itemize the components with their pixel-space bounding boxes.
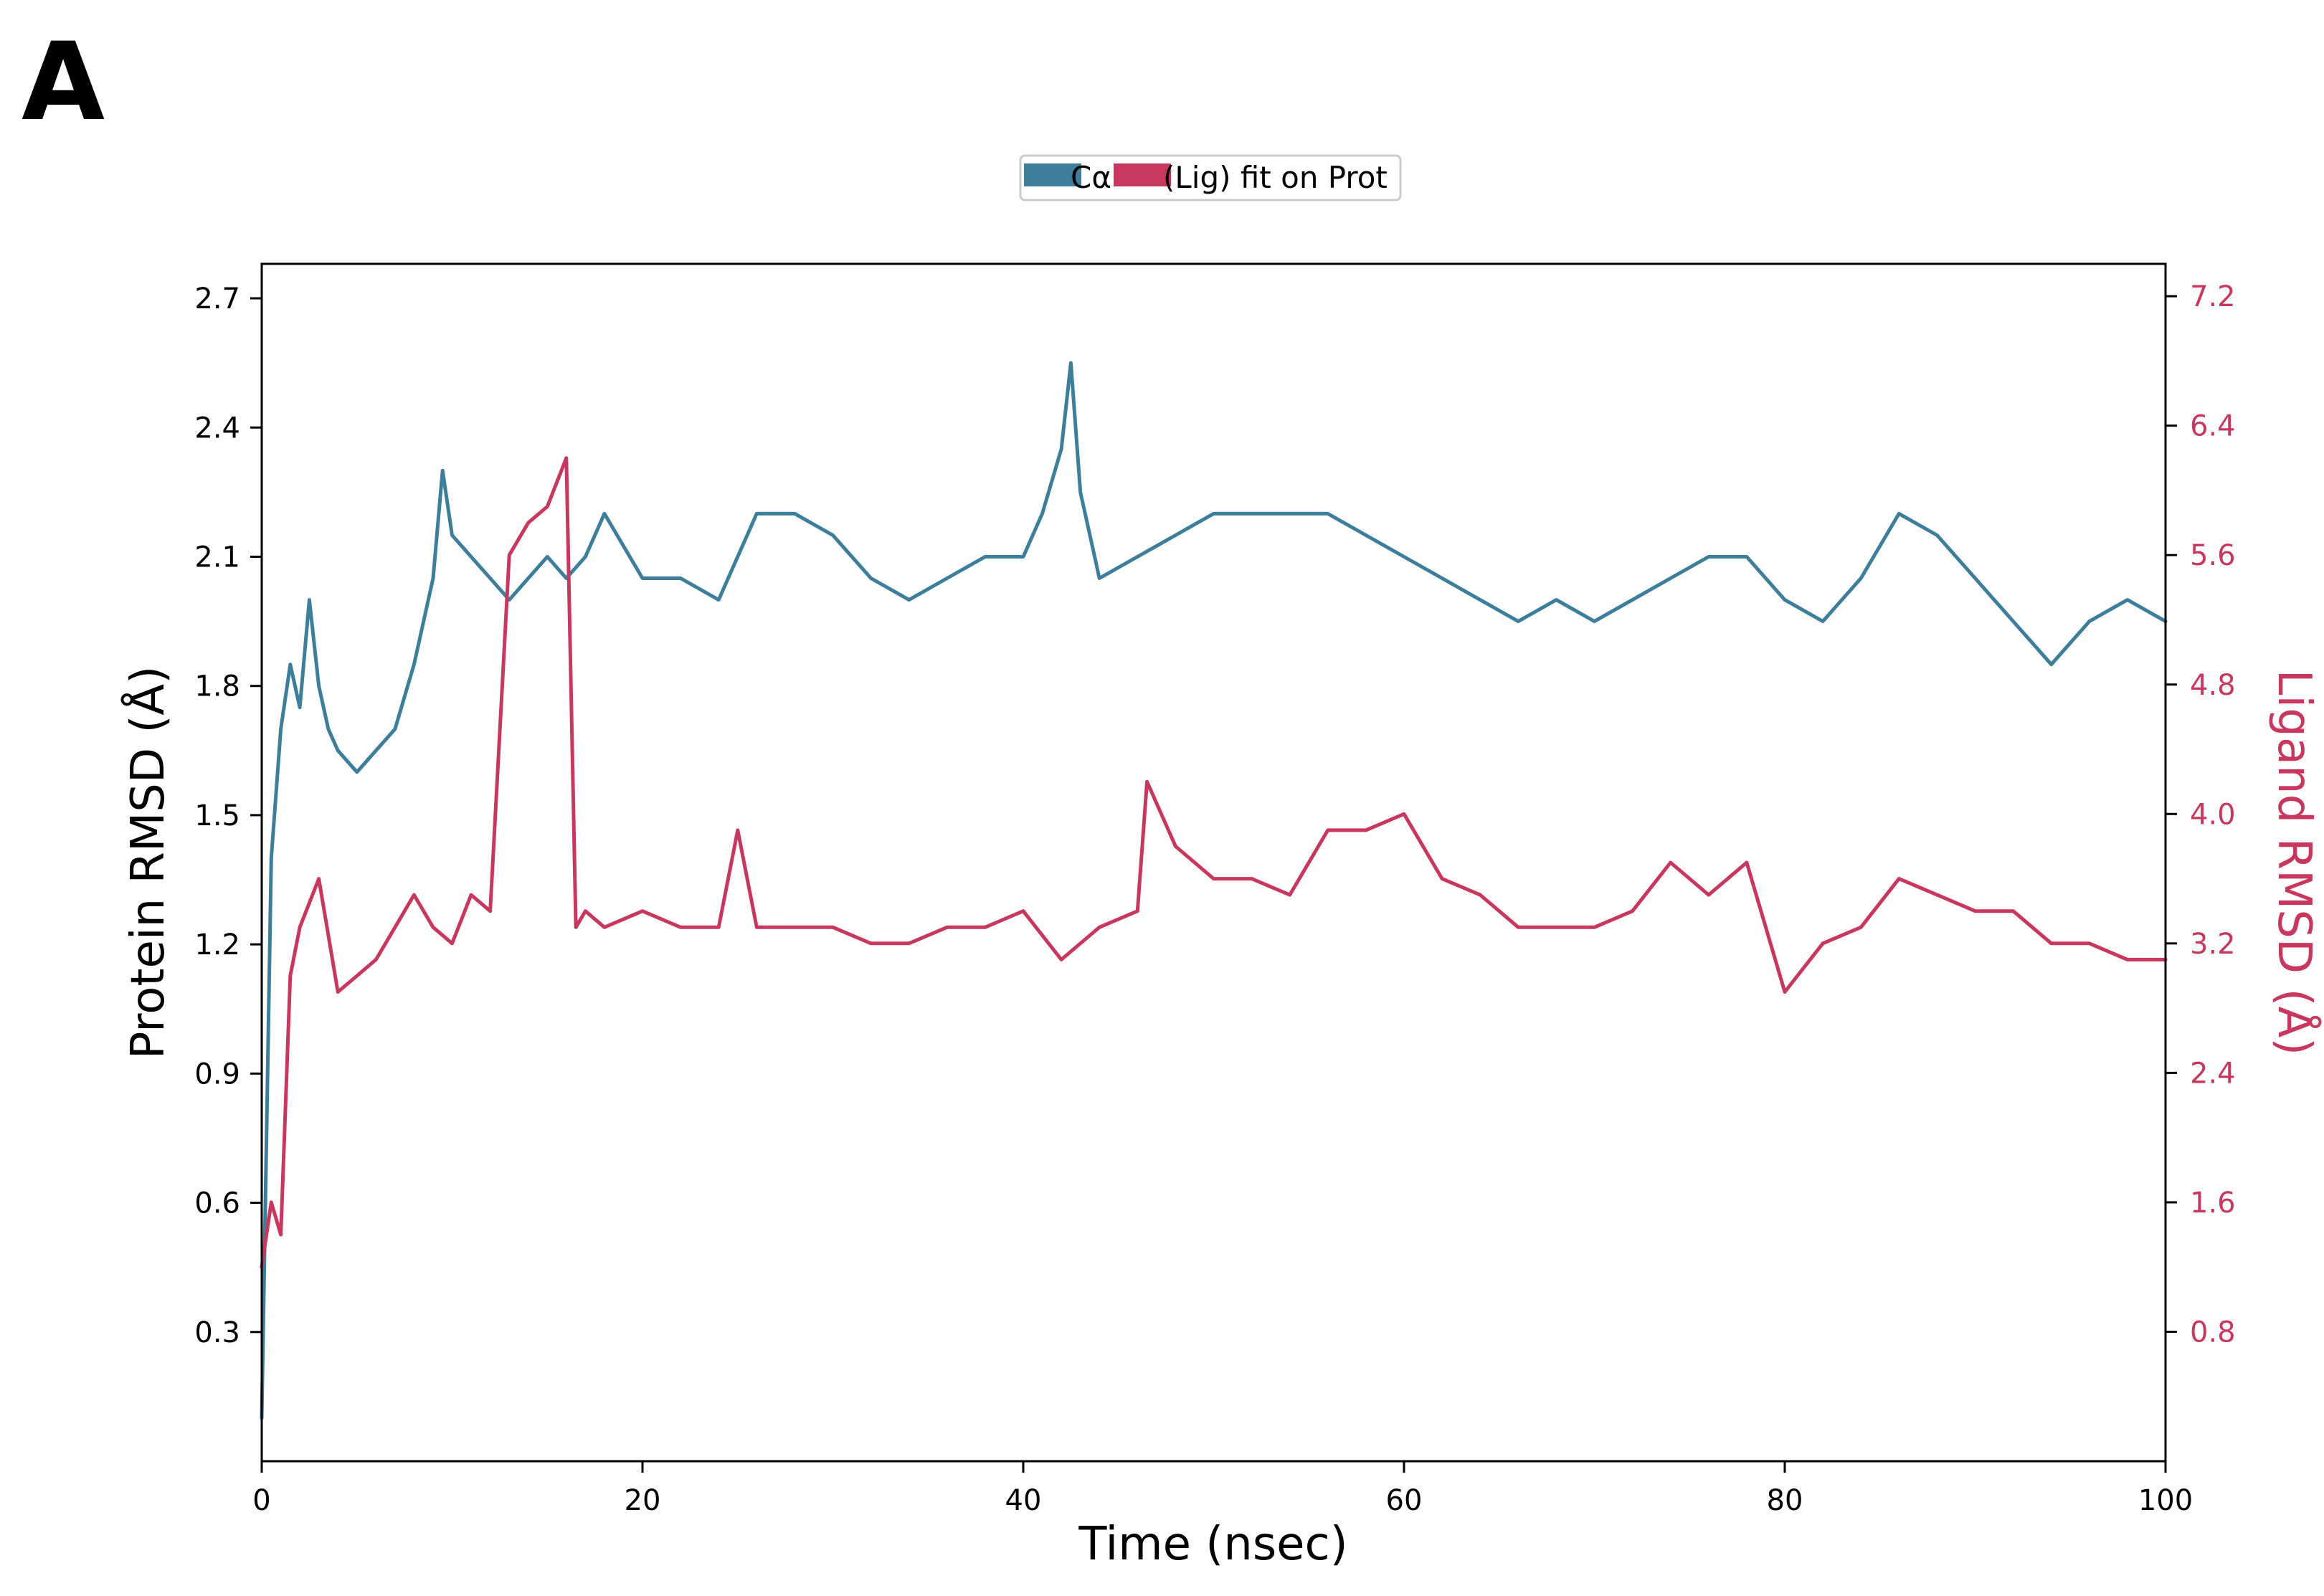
y-left-tick-label-4: 1.5 <box>194 799 240 832</box>
series-layer <box>260 361 2168 1420</box>
x-tick-label-5: 100 <box>2138 1484 2193 1517</box>
y-right-tick-label-5: 4.8 <box>2190 669 2236 702</box>
legend-label-ligand: (Lig) fit on Prot <box>1163 160 1388 195</box>
y-axis-right-label: Ligand RMSD (Å) <box>2267 670 2322 1055</box>
x-tick-label-2: 40 <box>1005 1484 1042 1517</box>
panel-label: A <box>22 20 105 145</box>
y-left-tick-label-3: 1.2 <box>194 928 240 961</box>
y-right-tick-label-7: 6.4 <box>2190 410 2236 443</box>
y-right-tick-label-4: 4.0 <box>2190 798 2236 831</box>
y-left-tick-label-2: 0.9 <box>194 1058 240 1091</box>
y-left-tick-label-5: 1.8 <box>194 670 240 703</box>
y-right-tick-label-2: 2.4 <box>2190 1057 2236 1090</box>
series-line-protein <box>260 361 2168 1420</box>
x-tick-label-3: 60 <box>1386 1484 1423 1517</box>
y-left-tick-label-6: 2.1 <box>194 541 240 574</box>
y-left-tick-label-1: 0.6 <box>194 1187 240 1220</box>
x-tick-label-4: 80 <box>1767 1484 1803 1517</box>
plot-frame <box>260 262 2167 1463</box>
y-left-tick-label-8: 2.7 <box>194 282 240 315</box>
x-axis-label: Time (nsec) <box>1078 1518 1347 1571</box>
y-left-tick-label-0: 0.3 <box>194 1316 240 1349</box>
legend-swatch-protein <box>1024 163 1081 186</box>
y-right-tick-label-0: 0.8 <box>2190 1316 2236 1349</box>
y-left-tick-label-7: 2.4 <box>194 412 240 445</box>
legend-swatch-ligand <box>1114 163 1171 186</box>
y-right-tick-label-1: 1.6 <box>2190 1187 2236 1220</box>
y-right-tick-label-3: 3.2 <box>2190 928 2236 961</box>
y-right-tick-label-8: 7.2 <box>2190 280 2236 313</box>
series-line-ligand <box>260 456 2168 1269</box>
legend: Cα (Lig) fit on Prot <box>1019 154 1402 201</box>
x-tick-label-1: 20 <box>625 1484 661 1517</box>
y-axis-left-label: Protein RMSD (Å) <box>120 666 175 1059</box>
legend-label-protein: Cα <box>1071 160 1111 195</box>
x-tick-label-0: 0 <box>252 1484 270 1517</box>
y-right-tick-label-6: 5.6 <box>2190 539 2236 572</box>
ticks-layer: 0 20 40 60 80 100 0.3 0.6 0.9 1.2 1.5 1.8 2.1 2.4 2.7 0… <box>194 280 2235 1517</box>
